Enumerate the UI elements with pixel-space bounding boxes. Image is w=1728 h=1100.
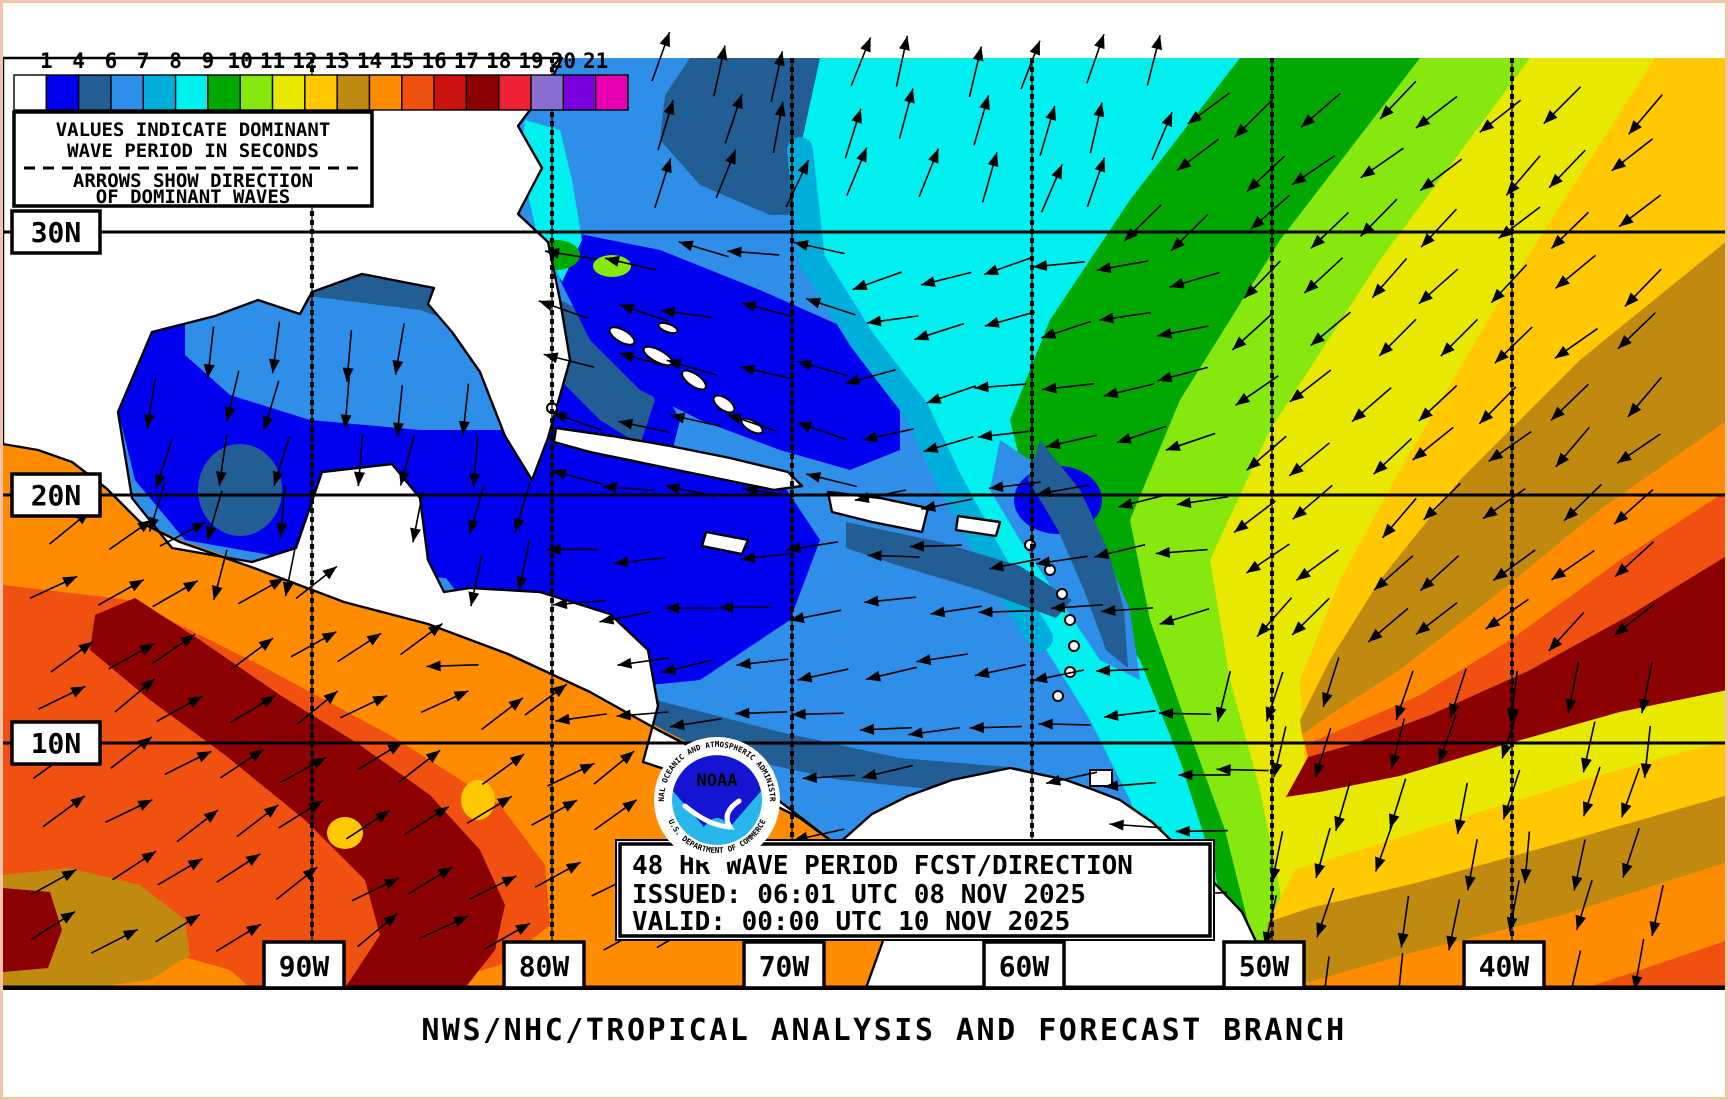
noaa-emblem-sky xyxy=(673,755,761,827)
legend-line-2: WAVE PERIOD IN SECONDS xyxy=(67,140,319,162)
lon-label-text: 60W xyxy=(999,950,1050,983)
wave-direction-arrows xyxy=(29,31,1664,1009)
lon-label-text: 70W xyxy=(759,950,810,983)
scale-tick-17: 17 xyxy=(454,49,479,73)
lon-label-text: 50W xyxy=(1239,950,1290,983)
lat-label-20n-text: 20N xyxy=(31,479,82,512)
scale-tick-18: 18 xyxy=(486,49,511,73)
scale-tick-19: 19 xyxy=(518,49,543,73)
lon-labels: 90W 80W 70W 60W 50W 40W xyxy=(262,940,1546,990)
lon-label-40w: 40W xyxy=(1462,940,1546,990)
lon-label-text: 90W xyxy=(279,950,330,983)
lon-label-70w: 70W xyxy=(742,940,826,990)
info-issued: ISSUED: 06:01 UTC 08 NOV 2025 xyxy=(632,880,1086,910)
lon-label-text: 40W xyxy=(1479,950,1530,983)
scale-tick-8: 8 xyxy=(169,49,182,73)
scale-tick-15: 15 xyxy=(389,49,414,73)
wave-period-color-scale: 1 4 6 7 8 9 10 11 12 13 14 15 16 17 18 19 20 21 xyxy=(13,49,629,111)
legend-line-4: OF DOMINANT WAVES xyxy=(96,186,290,208)
scale-tick-12: 12 xyxy=(292,49,317,73)
scale-tick-10: 10 xyxy=(228,49,253,73)
scale-tick-13: 13 xyxy=(325,49,350,73)
footer-title: NWS/NHC/TROPICAL ANALYSIS AND FORECAST B… xyxy=(421,1013,1346,1048)
info-valid: VALID: 00:00 UTC 10 NOV 2025 xyxy=(632,907,1070,937)
lat-label-30n-text: 30N xyxy=(31,216,82,249)
scale-tick-7: 7 xyxy=(137,49,150,73)
legend-line-1: VALUES INDICATE DOMINANT xyxy=(56,119,331,141)
scale-tick-6: 6 xyxy=(105,49,118,73)
lon-label-60w: 60W xyxy=(982,940,1066,990)
scale-tick-20: 20 xyxy=(551,49,576,73)
latlon-grid xyxy=(3,58,1725,991)
footer-band xyxy=(3,990,1725,1097)
lat-label-20n: 20N xyxy=(10,472,102,518)
lon-label-80w: 80W xyxy=(502,940,586,990)
legend-line-3: ARROWS SHOW DIRECTION xyxy=(73,170,313,192)
lon-label-50w: 50W xyxy=(1222,940,1306,990)
scale-tick-21: 21 xyxy=(583,49,608,73)
lat-label-30n: 30N xyxy=(10,209,102,255)
lon-label-90w: 90W xyxy=(262,940,346,990)
scale-tick-1: 1 xyxy=(40,49,53,73)
noaa-gull-icon xyxy=(682,798,742,830)
scale-tick-11: 11 xyxy=(260,49,285,73)
lat-label-10n-text: 10N xyxy=(31,727,82,760)
legend-box: VALUES INDICATE DOMINANT WAVE PERIOD IN … xyxy=(12,110,374,208)
lat-label-10n: 10N xyxy=(10,720,102,766)
scale-tick-9: 9 xyxy=(202,49,215,73)
scale-tick-4: 4 xyxy=(72,49,85,73)
scale-tick-16: 16 xyxy=(421,49,446,73)
noaa-acronym: NOAA xyxy=(697,771,738,791)
lon-label-text: 80W xyxy=(519,950,570,983)
scale-tick-14: 14 xyxy=(357,49,382,73)
noaa-logo: NOAA NATIONAL OCEANIC AND ATMOSPHERIC AD… xyxy=(654,737,780,863)
